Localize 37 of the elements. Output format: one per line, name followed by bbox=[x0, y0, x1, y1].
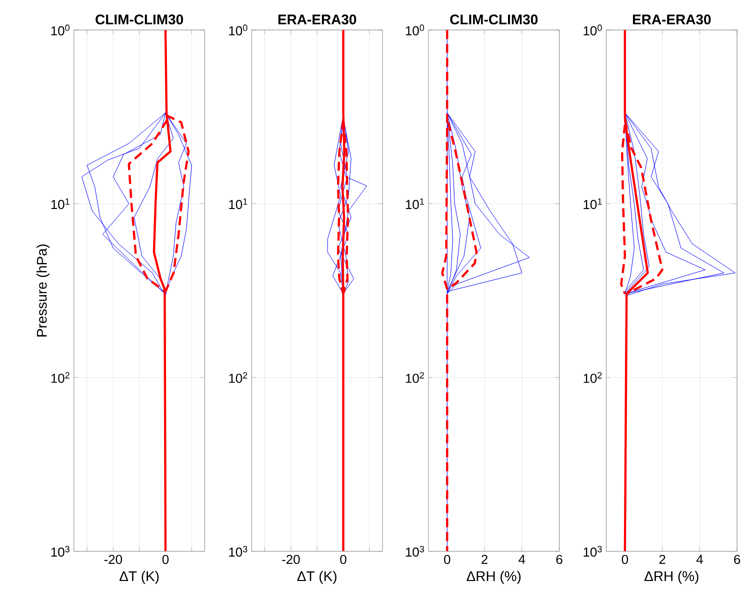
chart-title: CLIM-CLIM30 bbox=[96, 14, 184, 24]
x-tick-label: 0 bbox=[340, 554, 346, 564]
y-tick-label: 10$^{2}$ bbox=[51, 372, 70, 383]
y-tick-label: 10$^{1}$ bbox=[584, 198, 602, 209]
y-tick-label: 10$^{3}$ bbox=[584, 546, 602, 557]
y-tick-label: 10$^{3}$ bbox=[406, 546, 424, 557]
x-axis-title: ΔT (K) bbox=[297, 570, 336, 584]
chart-title: ERA-ERA30 bbox=[278, 14, 356, 24]
y-tick-label: 10$^{1}$ bbox=[51, 198, 70, 209]
y-tick-label: 10$^{0}$ bbox=[584, 24, 602, 36]
y-tick-label: 10$^{2}$ bbox=[406, 372, 424, 383]
x-tick-label: 6 bbox=[734, 554, 740, 564]
x-tick-label: 4 bbox=[696, 554, 703, 564]
x-tick-label: 6 bbox=[556, 554, 562, 564]
y-tick-label: 10$^{0}$ bbox=[229, 24, 248, 36]
y-tick-label: 10$^{2}$ bbox=[584, 372, 602, 383]
x-tick-label: 2 bbox=[659, 554, 666, 564]
x-tick-label: 2 bbox=[482, 554, 488, 564]
x-tick-label: 0 bbox=[622, 554, 628, 564]
x-tick-label: 4 bbox=[518, 554, 526, 564]
x-axis-title: ΔRH (%) bbox=[644, 570, 698, 584]
x-tick-label: -20 bbox=[104, 554, 122, 564]
x-tick-label: 0 bbox=[444, 554, 450, 564]
y-tick-label: 10$^{1}$ bbox=[229, 198, 248, 209]
y-tick-label: 10$^{0}$ bbox=[51, 24, 70, 36]
y-axis-title: Pressure (hPa) bbox=[36, 244, 50, 336]
y-tick-label: 10$^{3}$ bbox=[51, 546, 70, 557]
chart-title: ERA-ERA30 bbox=[632, 14, 711, 24]
x-axis-title: ΔRH (%) bbox=[466, 570, 521, 584]
y-tick-label: 10$^{1}$ bbox=[406, 198, 424, 209]
x-axis-title: ΔT (K) bbox=[120, 570, 159, 584]
y-tick-label: 10$^{3}$ bbox=[229, 546, 248, 557]
y-tick-label: 10$^{0}$ bbox=[406, 24, 424, 36]
chart-title: CLIM-CLIM30 bbox=[450, 14, 538, 24]
y-tick-label: 10$^{2}$ bbox=[229, 372, 248, 383]
x-tick-label: 0 bbox=[162, 554, 169, 564]
x-tick-label: -20 bbox=[282, 554, 300, 564]
